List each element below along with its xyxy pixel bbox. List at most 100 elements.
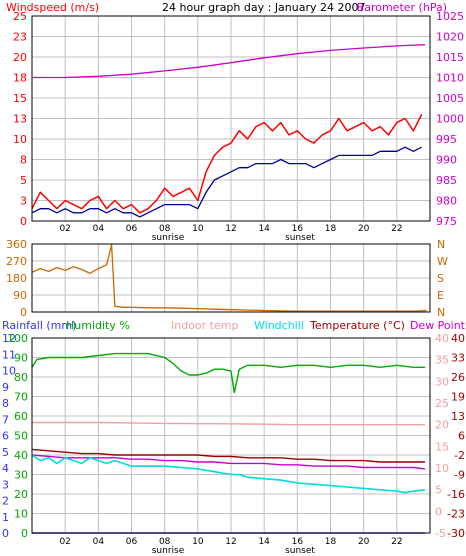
rainfall-tick: 4 — [2, 462, 9, 475]
windspeed-tick: 18 — [13, 72, 27, 85]
temperature-tick: 33 — [451, 352, 465, 365]
direction-degree-tick: 270 — [6, 255, 27, 268]
humidity-axis-label: Humidity % — [66, 319, 130, 332]
wind-hour-tick-labels: 02 04 06 08 10 12 14 16 18 20 22 — [59, 224, 402, 234]
barometer-tick: 1020 — [436, 31, 464, 44]
wind-hour-label: 04 — [93, 224, 105, 234]
temperature-tick: -23 — [447, 508, 465, 521]
temperature-tick: -30 — [447, 527, 465, 540]
indoor-temp-tick: 35 — [435, 354, 449, 367]
wind-hour-label: 06 — [126, 224, 138, 234]
barometer-tick: 975 — [436, 215, 457, 228]
windspeed-tick: 3 — [20, 195, 27, 208]
sunset-label-bottom: sunset — [285, 546, 315, 556]
direction-compass-tick: W — [437, 255, 448, 268]
temp-hour-label: 08 — [159, 537, 171, 547]
barometer-tick: 1015 — [436, 51, 464, 64]
wind-hour-label: 02 — [59, 224, 70, 234]
barometer-tick: 1025 — [436, 10, 464, 23]
windspeed-tick: 20 — [13, 51, 27, 64]
wind-hour-label: 14 — [258, 224, 270, 234]
indoor-temp-tick: 15 — [435, 440, 449, 453]
windspeed-tick: 10 — [13, 133, 27, 146]
windspeed-axis-label: Windspeed (m/s) — [6, 1, 99, 14]
windspeed-tick: 13 — [13, 113, 27, 126]
temperature-tick: 26 — [451, 371, 465, 384]
wind-hour-label: 18 — [325, 224, 337, 234]
humidity-tick: 20 — [14, 488, 28, 501]
direction-compass-tick: S — [437, 272, 444, 285]
indoor-temp-tick: 25 — [435, 397, 449, 410]
direction-series — [31, 244, 427, 312]
humidity-tick: 80 — [14, 371, 28, 384]
windspeed-tick: 5 — [20, 174, 27, 187]
indoor-temp-tick: 40 — [435, 332, 449, 345]
humidity-tick: 50 — [14, 430, 28, 443]
temperature-tick: -16 — [447, 488, 465, 501]
direction-degree-tick: 180 — [6, 272, 27, 285]
rainfall-tick: 6 — [2, 430, 9, 443]
temperature-tick: -2 — [454, 449, 465, 462]
temp-hour-label: 18 — [325, 537, 337, 547]
wind-hour-label: 08 — [159, 224, 171, 234]
barometer-tick: 1000 — [436, 113, 464, 126]
indoor-temp-tick: 20 — [435, 419, 449, 432]
rainfall-tick: 7 — [2, 413, 9, 426]
rainfall-tick: 0 — [2, 527, 9, 540]
direction-compass-tick: E — [437, 289, 444, 302]
humidity-tick: 60 — [14, 410, 28, 423]
barometer-tick: 995 — [436, 133, 457, 146]
temp-hour-tick-labels: 02 04 06 08 10 12 14 16 18 20 22 — [59, 537, 402, 547]
temperature-tick: 40 — [451, 332, 465, 345]
barometer-tick: 990 — [436, 154, 457, 167]
indoor-temp-tick: 30 — [435, 375, 449, 388]
temp-panel-frame — [31, 337, 431, 534]
wind-grid — [32, 15, 430, 222]
rainfall-tick: 11 — [2, 348, 16, 361]
sunrise-label-bottom: sunrise — [152, 546, 185, 556]
rainfall-tick: 9 — [2, 381, 9, 394]
barometer-tick: 1010 — [436, 72, 464, 85]
direction-degree-tick: 90 — [13, 289, 27, 302]
wind-barometer-panel: Windspeed (m/s) 24 hour graph day : Janu… — [6, 1, 464, 243]
humidity-tick: 70 — [14, 391, 28, 404]
temp-hour-label: 20 — [358, 537, 370, 547]
humidity-tick: 40 — [14, 449, 28, 462]
temperature-tick: 19 — [451, 391, 465, 404]
indoor-temp-tick: -5 — [435, 527, 446, 540]
graph-title: 24 hour graph day : January 24 2007 — [162, 1, 366, 14]
indoor-temp-line — [32, 421, 425, 426]
temp-hour-label: 02 — [59, 537, 70, 547]
direction-degree-tick: 360 — [6, 238, 27, 251]
indoor-temp-tick: 0 — [435, 505, 442, 518]
wind-hour-label: 10 — [192, 224, 204, 234]
avg_wind-line — [31, 146, 422, 218]
windchill-line — [31, 454, 426, 494]
temperature-tick-labels: -30 -23 -16 -9 -2 6 13 19 26 33 40 — [447, 332, 465, 540]
indoor-temp-tick-labels: -5 0 5 10 15 20 25 30 35 40 — [435, 332, 449, 540]
windspeed-tick: 15 — [13, 92, 27, 105]
indoor-temp-axis-label: Indoor temp — [171, 319, 238, 332]
temp-hour-label: 14 — [258, 537, 270, 547]
wind-direction-line — [31, 244, 427, 312]
rainfall-tick: 5 — [2, 446, 9, 459]
humidity-tick: 30 — [14, 469, 28, 482]
rainfall-tick: 1 — [2, 511, 9, 524]
indoor-temp-tick: 10 — [435, 462, 449, 475]
direction-degree-labels: 0 90 180 270 360 — [6, 238, 27, 319]
wind-hour-label: 12 — [225, 224, 236, 234]
humidity-tick-labels: 0 10 20 30 40 50 60 70 80 90 100 — [7, 332, 28, 540]
temperature-humidity-panel: Rainfall (mm) Humidity % Indoor temp Win… — [2, 319, 466, 556]
wind-series — [31, 44, 426, 218]
temperature-tick: 6 — [458, 430, 465, 443]
temp-hour-label: 10 — [192, 537, 204, 547]
humidity-tick: 10 — [14, 508, 28, 521]
temp-hour-label: 12 — [225, 537, 236, 547]
rainfall-tick: 3 — [2, 478, 9, 491]
sunrise-label: sunrise — [152, 233, 185, 243]
windspeed-tick-labels: 0 3 5 8 10 13 15 18 20 23 25 — [13, 10, 27, 228]
rainfall-tick: 2 — [2, 495, 9, 508]
